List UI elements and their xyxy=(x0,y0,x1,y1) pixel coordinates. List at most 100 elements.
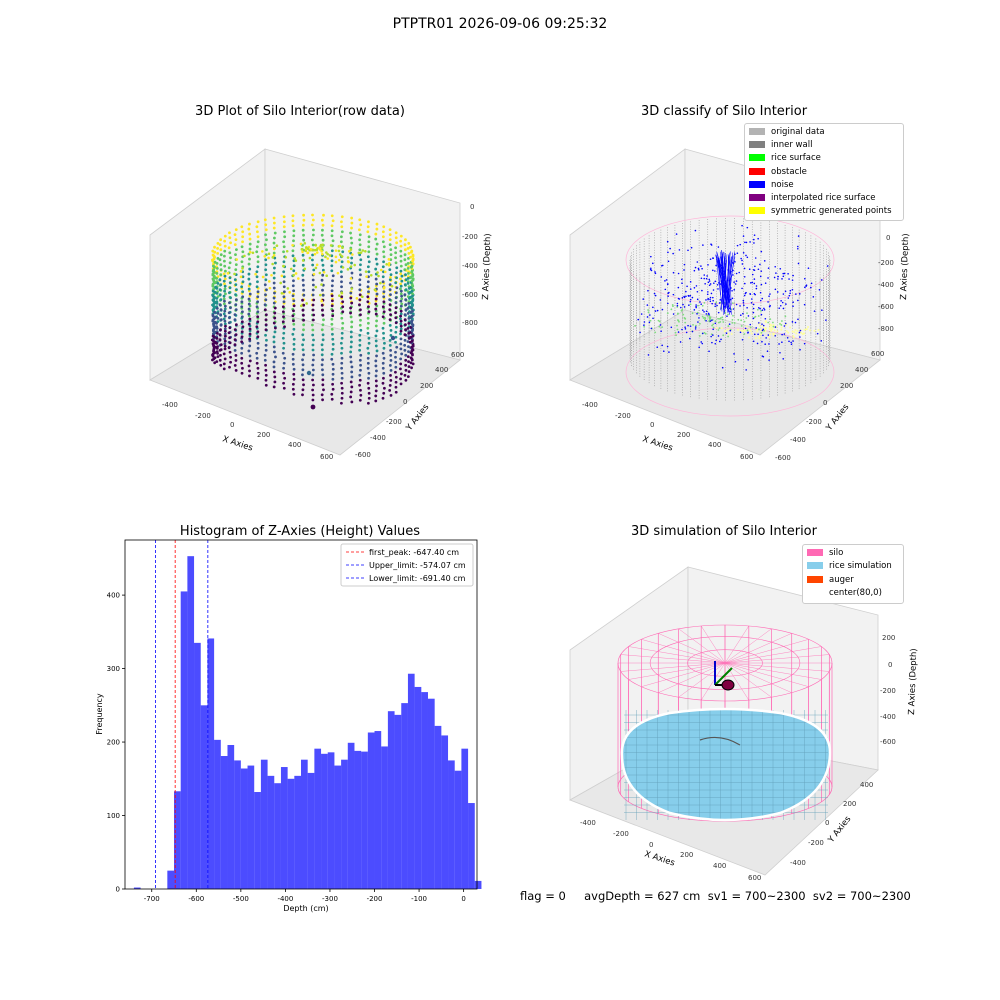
histogram-bar xyxy=(441,735,449,889)
raw-x-label: X Axies xyxy=(221,434,254,453)
simulation-xtick: -400 xyxy=(580,819,596,827)
raw-xtick: 600 xyxy=(320,453,333,461)
histogram-x-tick-label: -400 xyxy=(277,895,293,903)
histogram-y-label: Frequency xyxy=(95,693,104,735)
legend-entry: obstacle xyxy=(749,166,899,179)
legend-entry: rice surface xyxy=(749,152,899,165)
legend-swatch xyxy=(749,141,765,149)
histogram-bar xyxy=(260,759,268,889)
histogram-bar xyxy=(314,748,322,889)
classify-3d-plot[interactable]: -400 -200 0 200 400 600 X Axies -600 -40… xyxy=(560,135,920,465)
simulation-xtick: -200 xyxy=(613,830,629,838)
simulation-ztick: -600 xyxy=(880,738,896,746)
raw-plot-title: 3D Plot of Silo Interior(row data) xyxy=(195,104,405,119)
simulation-3d-plot[interactable]: -400 -200 0 200 400 600 X Axies -400 -20… xyxy=(560,555,920,885)
histogram-bar xyxy=(448,760,455,889)
raw-ztick: -600 xyxy=(462,291,478,299)
simulation-ytick: 400 xyxy=(860,781,873,789)
classify-ytick: -200 xyxy=(806,418,822,426)
legend-swatch xyxy=(807,562,823,570)
legend-entry: inner wall xyxy=(749,139,899,152)
legend-entry: rice simulation xyxy=(807,560,899,573)
legend-label: symmetric generated points xyxy=(771,206,892,217)
raw-xtick: 0 xyxy=(230,421,234,429)
simulation-x-ticks: -400 -200 0 200 400 600 xyxy=(580,819,761,882)
histogram-bar xyxy=(180,591,188,889)
classify-legend: original data inner wall rice surface obsta… xyxy=(744,123,904,222)
histogram-x-tick-label: -200 xyxy=(367,895,383,903)
histogram-bar xyxy=(234,760,241,889)
raw-ytick: 200 xyxy=(420,382,433,390)
histogram-bar xyxy=(220,756,228,889)
histogram-x-tick-label: -300 xyxy=(322,895,338,903)
histogram-bar xyxy=(347,742,355,889)
histogram-bar xyxy=(434,725,442,889)
simulation-ztick: 200 xyxy=(882,634,895,642)
status-summary: flag = 0 avgDepth = 627 cm sv1 = 700~230… xyxy=(520,889,911,903)
classify-ytick: 200 xyxy=(840,382,853,390)
histogram-x-tick-label: -700 xyxy=(144,895,160,903)
legend-label: inner wall xyxy=(771,140,813,151)
classify-xtick: 400 xyxy=(708,441,721,449)
classify-x-ticks: -400 -200 0 200 400 600 xyxy=(582,401,753,461)
legend-entry-label: Upper_limit: -574.07 cm xyxy=(369,561,466,570)
simulation-ytick: 0 xyxy=(825,819,829,827)
simulation-ytick: -200 xyxy=(808,839,824,847)
raw-ytick: 0 xyxy=(403,398,407,406)
raw-ytick: -600 xyxy=(355,451,371,459)
raw-xtick: 400 xyxy=(288,441,301,449)
histogram-x-tick-label: -600 xyxy=(188,895,204,903)
classify-ytick: 400 xyxy=(855,366,868,374)
raw-ytick: 400 xyxy=(435,366,448,374)
histogram-bar xyxy=(240,768,248,889)
raw-outlier-points xyxy=(306,335,396,410)
raw-xtick: -200 xyxy=(195,412,211,420)
simulation-xtick: 200 xyxy=(680,851,693,859)
histogram-bar xyxy=(334,765,342,889)
depth-histogram[interactable]: -700 -600 -500 -400 -300 -200 -100 0 0 100 200 300 4… xyxy=(80,530,490,920)
raw-3d-plot[interactable]: -400 -200 0 200 400 600 X Axies -600 -40… xyxy=(140,135,500,465)
legend-label: auger xyxy=(829,574,854,585)
figure-title: PTPTR01 2026-09-06 09:25:32 xyxy=(392,16,608,32)
histogram-bar xyxy=(407,673,415,889)
simulation-ytick: 200 xyxy=(843,800,856,808)
histogram-bar xyxy=(247,765,255,889)
legend-label: silo xyxy=(829,548,844,558)
simulation-xtick: 400 xyxy=(713,862,726,870)
histogram-bar xyxy=(214,739,221,889)
legend-swatch xyxy=(749,154,765,162)
histogram-bar xyxy=(174,791,181,889)
classify-axes-box xyxy=(569,148,881,456)
histogram-bar xyxy=(341,759,348,889)
histogram-bar xyxy=(167,870,175,889)
simulation-ztick: -200 xyxy=(880,687,896,695)
raw-z-label: Z Axies (Depth) xyxy=(481,233,493,300)
classify-ytick: -600 xyxy=(775,454,791,462)
legend-entry: interpolated rice surface xyxy=(749,192,899,205)
classify-xtick: 200 xyxy=(677,431,690,439)
raw-ztick: -200 xyxy=(462,233,478,241)
legend-entry: silo xyxy=(807,547,899,560)
histogram-bar xyxy=(454,770,462,889)
raw-ytick: -200 xyxy=(386,418,402,426)
legend-swatch xyxy=(749,167,765,175)
simulation-xtick: 0 xyxy=(649,841,653,849)
raw-xtick: -400 xyxy=(162,401,178,409)
raw-ytick: 600 xyxy=(451,351,464,359)
raw-ztick: 0 xyxy=(470,203,474,211)
histogram-bar xyxy=(287,778,295,889)
histogram-y-tick-label: 200 xyxy=(107,739,120,747)
histogram-y-tick-label: 300 xyxy=(107,665,120,673)
classify-ztick: 0 xyxy=(886,234,890,242)
histogram-bar xyxy=(394,714,402,889)
legend-swatch xyxy=(807,549,823,556)
histogram-plot-area: -700 -600 -500 -400 -300 -200 -100 0 0 100 200 300 4… xyxy=(107,539,482,903)
histogram-bar xyxy=(301,759,308,889)
legend-label: obstacle xyxy=(771,166,807,177)
auger-marker xyxy=(714,661,735,691)
classify-z-ticks: 0 -200 -400 -600 -800 xyxy=(878,234,894,333)
simulation-y-ticks: -400 -200 0 200 400 xyxy=(790,781,873,867)
histogram-frame xyxy=(124,539,478,890)
raw-z-ticks: 0 -200 -400 -600 -800 xyxy=(462,203,478,327)
histogram-bar xyxy=(367,732,375,889)
